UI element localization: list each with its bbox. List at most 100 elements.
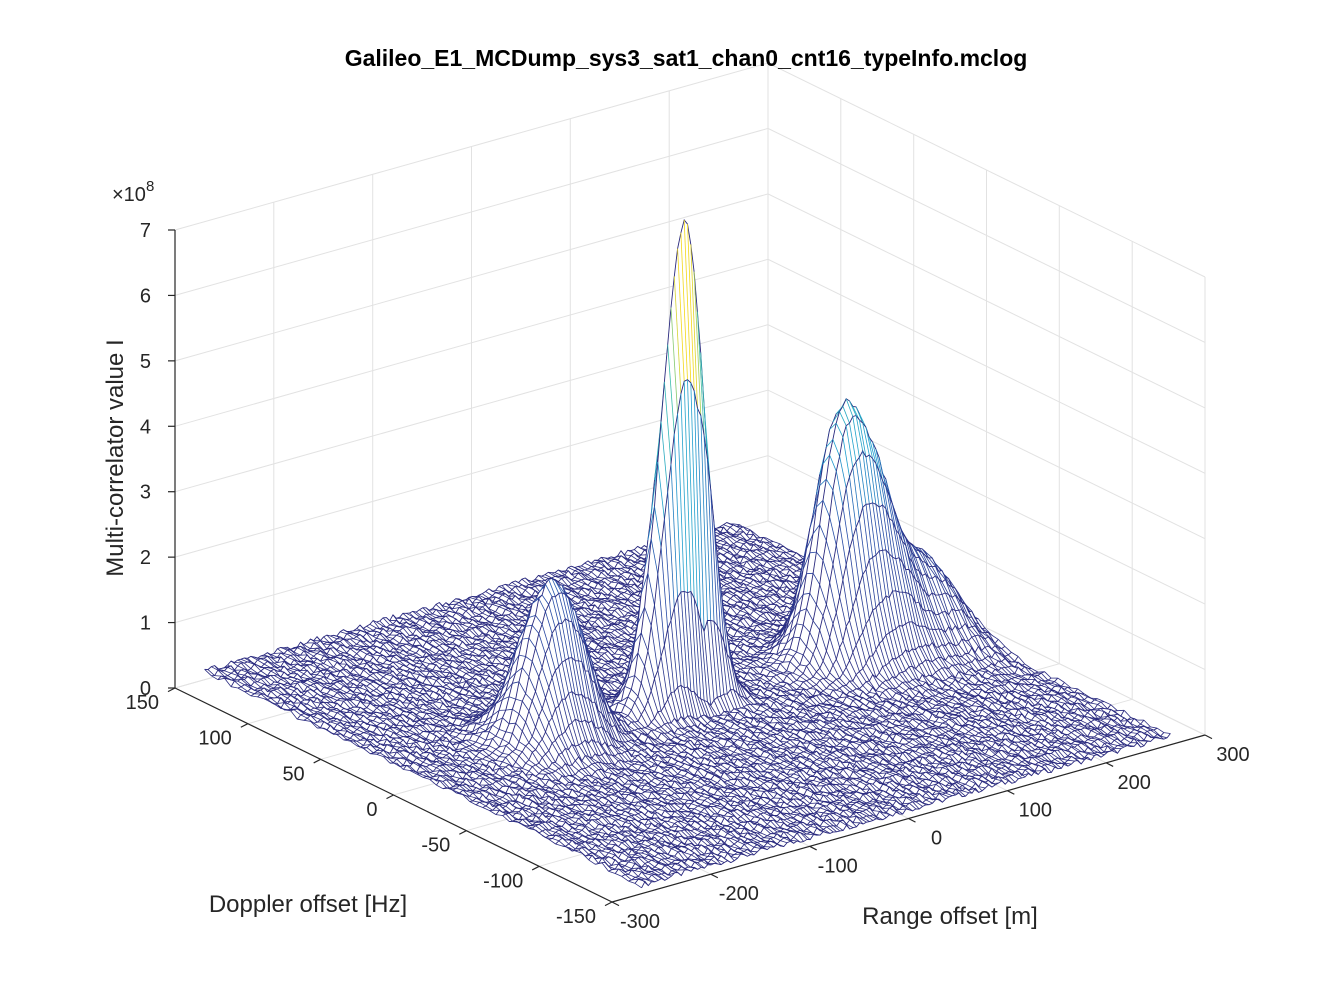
surface-mesh-segment xyxy=(267,661,275,668)
surface-mesh-segment xyxy=(759,549,767,553)
surface-mesh-segment xyxy=(739,539,747,543)
surface-mesh-segment xyxy=(336,649,344,654)
surface-mesh-segment xyxy=(468,597,476,600)
surface-mesh-segment xyxy=(716,526,724,529)
surface-mesh-segment xyxy=(270,691,278,698)
surface-mesh-segment xyxy=(287,677,295,682)
surface-mesh-segment xyxy=(462,634,470,638)
surface-mesh-segment xyxy=(607,577,615,581)
surface-mesh-segment xyxy=(459,621,466,624)
surface-mesh-segment xyxy=(330,635,338,640)
surface-mesh-segment xyxy=(396,649,404,651)
surface-mesh-segment xyxy=(607,563,615,569)
surface-mesh-segment xyxy=(475,606,483,614)
surface-mesh-segment xyxy=(217,677,225,681)
surface-mesh-segment xyxy=(481,593,490,599)
gridline-z xyxy=(174,193,1206,409)
surface-mesh-segment xyxy=(749,550,757,557)
surface-mesh-segment xyxy=(290,682,298,685)
surface-mesh-segment xyxy=(313,670,321,673)
surface-mesh-segment xyxy=(435,609,443,617)
surface-mesh-segment xyxy=(402,644,410,651)
surface-mesh-segment xyxy=(468,629,476,637)
surface-mesh-segment xyxy=(581,565,589,570)
surface-mesh-segment xyxy=(373,633,380,637)
surface-mesh-segment xyxy=(399,652,407,657)
surface-mesh-segment xyxy=(564,577,572,585)
surface-mesh-segment xyxy=(349,633,357,637)
surface-mesh-segment xyxy=(568,567,575,571)
surface-mesh-segment xyxy=(627,560,635,566)
surface-mesh-segment xyxy=(343,655,351,661)
surface-mesh-segment xyxy=(211,666,219,671)
surface-mesh-segment xyxy=(495,615,503,619)
surface-mesh-segment xyxy=(514,586,523,595)
surface-mesh-segment xyxy=(406,636,413,639)
surface-mesh-segment xyxy=(240,676,248,679)
surface-mesh-segment xyxy=(630,566,638,569)
surface-mesh-segment xyxy=(306,670,315,678)
surface-mesh-segment xyxy=(498,606,506,610)
surface-mesh-segment xyxy=(637,568,645,573)
surface-mesh-segment xyxy=(402,627,410,636)
surface-mesh-segment xyxy=(439,621,446,623)
surface-mesh-segment xyxy=(554,572,562,576)
surface-mesh-segment xyxy=(723,547,731,553)
surface-mesh-segment xyxy=(310,677,318,682)
surface-mesh-segment xyxy=(320,650,328,658)
surface-mesh-segment xyxy=(280,652,288,658)
surface-mesh-segment xyxy=(472,628,480,637)
surface-mesh-segment xyxy=(303,673,311,679)
surface-mesh-segment xyxy=(716,545,724,549)
surface-mesh-segment xyxy=(310,638,318,644)
surface-mesh-segment xyxy=(296,655,305,661)
surface-mesh-segment xyxy=(240,658,248,663)
surface-mesh-segment xyxy=(409,638,417,642)
surface-mesh-segment xyxy=(406,619,414,623)
surface-mesh-segment xyxy=(511,581,519,588)
surface-mesh-segment xyxy=(297,660,304,665)
surface-mesh-segment xyxy=(614,575,622,577)
surface-mesh-segment xyxy=(230,672,238,676)
surface-mesh-segment xyxy=(472,611,480,615)
surface-mesh-segment xyxy=(419,627,427,632)
surface-mesh-segment xyxy=(505,619,513,624)
surface-mesh-segment xyxy=(475,626,483,634)
surface-strip-fill xyxy=(217,526,754,680)
gridline-z xyxy=(174,389,1206,605)
surface-mesh-segment xyxy=(257,681,265,685)
surface-mesh-segment xyxy=(521,602,529,606)
surface-mesh-segment xyxy=(432,613,440,617)
surface-mesh-segment xyxy=(349,659,358,667)
surface-mesh-segment xyxy=(442,638,450,645)
surface-mesh-segment xyxy=(753,551,761,555)
surface-mesh-segment xyxy=(521,596,529,600)
surface-mesh-segment xyxy=(369,640,377,643)
surface-mesh-segment xyxy=(766,542,774,547)
surface-mesh-segment xyxy=(518,610,526,616)
surface-mesh-segment xyxy=(336,655,344,657)
surface-mesh-segment xyxy=(402,612,410,620)
surface-mesh-segment xyxy=(293,651,301,656)
surface-mesh-segment xyxy=(389,624,397,627)
surface-mesh-segment xyxy=(723,533,731,538)
surface-mesh-segment xyxy=(571,572,579,576)
surface-mesh-segment xyxy=(260,678,268,686)
surface-mesh-segment xyxy=(379,655,387,661)
surface-mesh-segment xyxy=(277,688,285,695)
surface-mesh-segment xyxy=(495,590,503,592)
surface-mesh-segment xyxy=(253,663,262,672)
surface-mesh-segment xyxy=(263,683,272,690)
surface-mesh-segment xyxy=(300,646,308,653)
surface-mesh-segment xyxy=(769,546,777,552)
surface-mesh-segment xyxy=(617,562,625,568)
surface-mesh-segment xyxy=(458,602,466,608)
surface-mesh-segment xyxy=(425,607,433,615)
surface-mesh-segment xyxy=(406,643,414,648)
surface-mesh-segment xyxy=(270,675,278,683)
surface-mesh xyxy=(204,219,1171,889)
surface-mesh-segment xyxy=(247,661,255,665)
surface-mesh-segment xyxy=(733,555,741,564)
surface-mesh-segment xyxy=(534,582,542,586)
surface-mesh-segment xyxy=(574,582,582,588)
